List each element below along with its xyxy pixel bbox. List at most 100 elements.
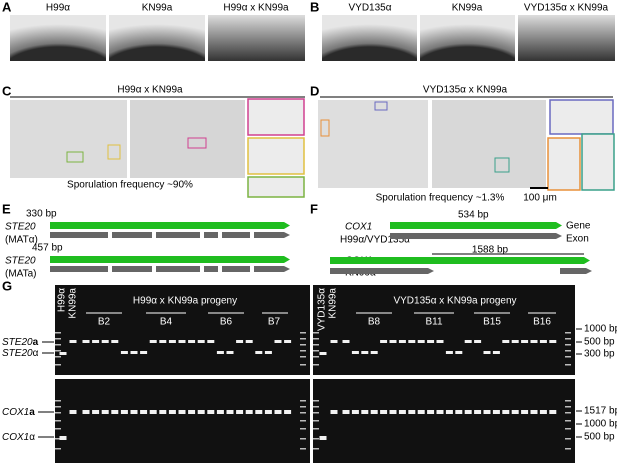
gel-band [427, 410, 435, 414]
gel-band [92, 410, 100, 414]
gel-band [319, 436, 327, 440]
gel-band [502, 340, 510, 343]
image-label: KN99a [452, 3, 483, 14]
gel-band [236, 410, 244, 414]
ladder-label: 500 bp [584, 432, 615, 443]
gel-band [111, 340, 119, 343]
legend-entry: Exon [566, 234, 589, 245]
band-label: STE20a [2, 337, 39, 348]
ladder-band [565, 406, 571, 408]
ladder-band [300, 364, 306, 366]
gel-band [245, 410, 253, 414]
gel-band [319, 352, 327, 355]
gel-band [188, 340, 196, 343]
gel-band [483, 410, 491, 414]
gel-band [120, 410, 128, 414]
gel-band [521, 410, 529, 414]
colony-images [10, 15, 615, 61]
lane-label: H99α [57, 288, 68, 312]
gel-band [149, 340, 157, 343]
panel-label: E [2, 201, 11, 216]
gel-band [284, 410, 292, 414]
image-label: VYD135α [348, 3, 391, 14]
gel-band [530, 340, 538, 343]
gel-band [408, 410, 416, 414]
image-label: VYD135α x KN99a [524, 3, 609, 14]
panel-title: VYD135α x KN99a [423, 85, 508, 96]
lane-label: KN99a [328, 288, 339, 319]
group-label: B15 [483, 317, 501, 328]
gel-band [492, 410, 500, 414]
inset [247, 176, 305, 198]
ladder-band [313, 350, 319, 352]
lane-label: VYD135α [317, 288, 328, 331]
ladder-band [55, 428, 61, 430]
gel-band [226, 351, 234, 354]
gel-band [236, 340, 244, 343]
caption: Sporulation frequency ~90% [67, 180, 193, 191]
panel-label: G [2, 278, 12, 293]
ladder-band [300, 350, 306, 352]
inset-box [374, 101, 388, 111]
ladder-band [300, 438, 306, 440]
group-label: B16 [533, 317, 551, 328]
ladder-band [313, 420, 319, 422]
gene-name: COX1 [345, 222, 372, 233]
pointers [38, 328, 582, 438]
gene-bar [390, 222, 562, 229]
gel-band [140, 351, 148, 354]
gel-band [389, 410, 397, 414]
gel-band [370, 410, 378, 414]
micrograph [109, 15, 205, 61]
gel-band [159, 340, 167, 343]
gel-band [389, 340, 397, 343]
caption: Sporulation frequency ~1.3% [376, 193, 505, 204]
ladder-band [313, 428, 319, 430]
gel-band [284, 340, 292, 343]
inset [581, 133, 615, 191]
gel-band [380, 340, 388, 343]
gel-band [436, 410, 444, 414]
gel-band [168, 410, 176, 414]
gel-band [380, 410, 388, 414]
gel-band [455, 410, 463, 414]
ladder-band [313, 344, 319, 346]
gel-band [549, 410, 557, 414]
ladder-band [55, 400, 61, 402]
gel-band [226, 410, 234, 414]
gel-band [530, 410, 538, 414]
gel-band [59, 436, 67, 440]
ladder-band [55, 420, 61, 422]
gel-band [140, 410, 148, 414]
gel-band [370, 351, 378, 354]
ladder-band [55, 438, 61, 440]
gel-band [549, 340, 557, 343]
gel-title: H99α x KN99a progeny [133, 296, 237, 307]
ladder-band [55, 448, 61, 450]
strain: H99α/VYD135α [340, 235, 410, 246]
gel-band [398, 340, 406, 343]
group-label: B7 [268, 317, 281, 328]
gene-bar [50, 222, 290, 229]
gel [313, 285, 575, 375]
gel-band [445, 410, 453, 414]
amplicon-label: 1588 bp [472, 245, 509, 256]
inset-box [66, 151, 84, 163]
ladder-band [300, 338, 306, 340]
gel-band [474, 410, 482, 414]
ladder-band [313, 412, 319, 414]
ladder-band [565, 344, 571, 346]
amplicon-label: 330 bp [26, 209, 57, 220]
inset [247, 137, 305, 175]
gel-band [274, 410, 282, 414]
gel-band [101, 410, 109, 414]
panel-label: D [310, 83, 319, 98]
ladder-band [55, 350, 61, 352]
gel [55, 285, 310, 375]
ladder-label: 1000 bp [584, 419, 617, 430]
panel-label: C [2, 83, 12, 98]
ladder-label: 1000 bp [584, 324, 617, 335]
gene-name: STE20 [5, 222, 36, 233]
band-label: STE20α [2, 348, 39, 359]
